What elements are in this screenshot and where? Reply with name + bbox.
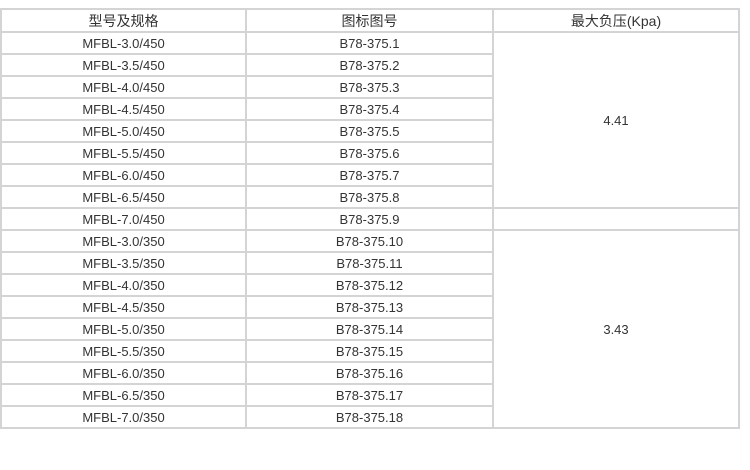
drawing-no-cell: B78-375.11	[245, 251, 494, 275]
model-cell: MFBL-3.0/350	[0, 229, 247, 253]
drawing-no-cell: B78-375.2	[245, 53, 494, 77]
model-cell: MFBL-6.5/350	[0, 383, 247, 407]
model-cell: MFBL-4.5/450	[0, 97, 247, 121]
table-row: MFBL-6.5/350 B78-375.17	[0, 383, 739, 407]
table-row: MFBL-4.0/350 B78-375.12	[0, 273, 739, 297]
header-max-negative-pressure: 最大负压(Kpa)	[492, 8, 740, 33]
model-cell: MFBL-4.5/350	[0, 295, 247, 319]
drawing-no-cell: B78-375.18	[245, 405, 494, 429]
header-row: 型号及规格 图标图号 最大负压(Kpa)	[0, 8, 740, 33]
table-row: MFBL-3.0/350 B78-375.10 3.43	[0, 229, 740, 429]
model-cell: MFBL-5.0/350	[0, 317, 247, 341]
table-row: MFBL-3.5/350 B78-375.11	[0, 251, 739, 275]
drawing-no-cell: B78-375.17	[245, 383, 494, 407]
drawing-no-cell: B78-375.13	[245, 295, 494, 319]
drawing-no-cell: B78-375.4	[245, 97, 494, 121]
table-row: MFBL-7.0/450 B78-375.9	[0, 207, 740, 231]
table-row: MFBL-5.0/350 B78-375.14	[0, 317, 739, 341]
model-cell: MFBL-7.0/450	[0, 207, 247, 231]
table-row: MFBL-6.5/450 B78-375.8	[0, 185, 739, 209]
drawing-no-cell: B78-375.12	[245, 273, 494, 297]
model-cell: MFBL-3.5/450	[0, 53, 247, 77]
model-cell: MFBL-6.0/350	[0, 361, 247, 385]
drawing-no-cell: B78-375.15	[245, 339, 494, 363]
spec-table: 型号及规格 图标图号 最大负压(Kpa) MFBL-3.0/450 B78-375…	[0, 8, 740, 429]
table-row: MFBL-4.0/450 B78-375.3	[0, 75, 739, 99]
model-cell: MFBL-5.5/350	[0, 339, 247, 363]
model-cell: MFBL-7.0/350	[0, 405, 247, 429]
drawing-no-cell: B78-375.16	[245, 361, 494, 385]
max-pressure-cell	[492, 207, 740, 231]
model-cell: MFBL-6.0/450	[0, 163, 247, 187]
model-cell: MFBL-3.5/350	[0, 251, 247, 275]
drawing-no-cell: B78-375.5	[245, 119, 494, 143]
drawing-no-cell: B78-375.7	[245, 163, 494, 187]
drawing-no-cell: B78-375.6	[245, 141, 494, 165]
table-row: MFBL-5.5/350 B78-375.15	[0, 339, 739, 363]
model-cell: MFBL-6.5/450	[0, 185, 247, 209]
table-row: MFBL-3.5/450 B78-375.2	[0, 53, 739, 77]
table-row: MFBL-6.0/350 B78-375.16	[0, 361, 739, 385]
table-row: MFBL-3.0/450 B78-375.1 4.41	[0, 31, 740, 209]
max-pressure-cell: 3.43	[492, 229, 740, 429]
table-row: MFBL-4.5/450 B78-375.4	[0, 97, 739, 121]
model-cell: MFBL-5.5/450	[0, 141, 247, 165]
header-model: 型号及规格	[0, 8, 247, 33]
table-row: MFBL-6.0/450 B78-375.7	[0, 163, 739, 187]
drawing-no-cell: B78-375.14	[245, 317, 494, 341]
model-cell: MFBL-3.0/450	[0, 31, 247, 55]
drawing-no-cell: B78-375.8	[245, 185, 494, 209]
max-pressure-cell: 4.41	[492, 31, 740, 209]
model-cell: MFBL-4.0/450	[0, 75, 247, 99]
table-row: MFBL-4.5/350 B78-375.13	[0, 295, 739, 319]
model-cell: MFBL-4.0/350	[0, 273, 247, 297]
drawing-no-cell: B78-375.9	[245, 207, 494, 231]
model-cell: MFBL-5.0/450	[0, 119, 247, 143]
table-row: MFBL-5.5/450 B78-375.6	[0, 141, 739, 165]
header-drawing-no: 图标图号	[245, 8, 494, 33]
drawing-no-cell: B78-375.10	[245, 229, 494, 253]
drawing-no-cell: B78-375.1	[245, 31, 494, 55]
table-row: MFBL-5.0/450 B78-375.5	[0, 119, 739, 143]
drawing-no-cell: B78-375.3	[245, 75, 494, 99]
table-row: MFBL-7.0/350 B78-375.18	[0, 405, 739, 429]
